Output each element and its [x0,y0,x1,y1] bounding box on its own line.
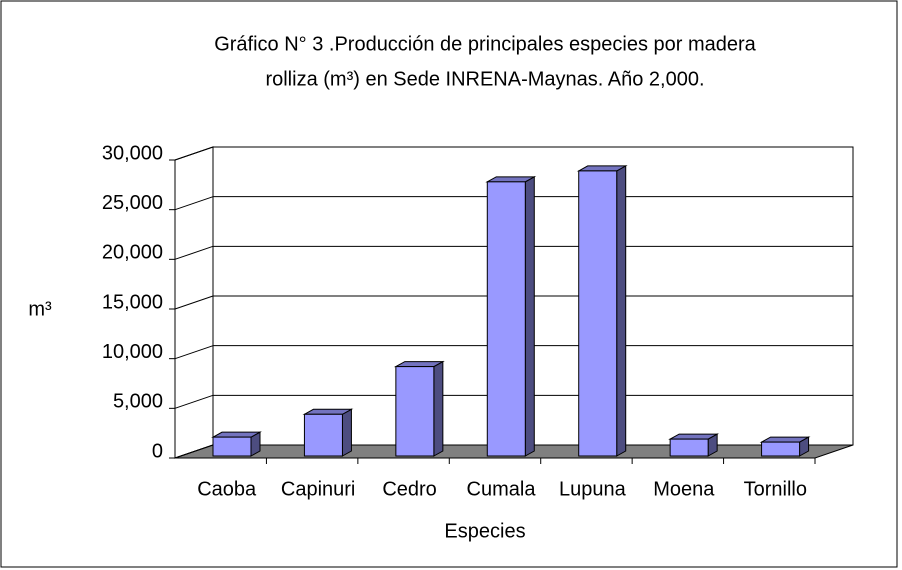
bar-side [433,360,444,457]
bar-top [393,361,445,368]
y-tick-label: 5,000 [113,391,163,413]
y-tick-label: 10,000 [102,341,163,363]
grid-line [174,295,214,310]
x-tick-label: Capinuri [281,478,355,500]
grid-line [174,245,214,260]
chart-title-line: rolliza (m³) en Sede INRENA-Maynas. Año … [265,68,704,90]
x-tick-label: Lupuna [559,478,627,500]
chart-title-line: Gráfico N° 3 .Producción de principales … [214,33,756,55]
bar-top [759,436,811,443]
x-tick-label: Tornillo [744,478,807,500]
bar [395,366,435,457]
y-axis-label: m³ [28,298,52,320]
bar-side [524,175,535,457]
x-tick-label: Cumala [467,478,537,500]
grid-line [174,444,214,459]
bar-top [211,431,262,438]
bar-top [668,433,720,440]
y-tick-label: 0 [152,440,163,462]
bar-side [616,165,627,457]
bar [578,170,618,457]
y-tick-label: 20,000 [102,242,163,264]
y-tick-label: 25,000 [102,192,163,214]
y-tick-label: 30,000 [102,142,163,164]
grid-line [174,394,214,409]
bar-top [485,176,537,183]
bar-side [341,408,352,457]
x-tick-label: Moena [653,478,715,500]
y-tick-label: 15,000 [102,291,163,313]
bar-top [302,408,354,415]
x-axis-label: Especies [444,520,525,542]
x-tick-label: Caoba [197,478,257,500]
bar-top [576,165,628,172]
grid-line [174,146,214,161]
bar [303,413,343,457]
bar [761,441,801,457]
bar [669,438,709,457]
grid-line [174,196,214,211]
grid-line [174,345,214,360]
bar [212,436,252,457]
bar [486,181,526,457]
x-tick-label: Cedro [382,478,436,500]
